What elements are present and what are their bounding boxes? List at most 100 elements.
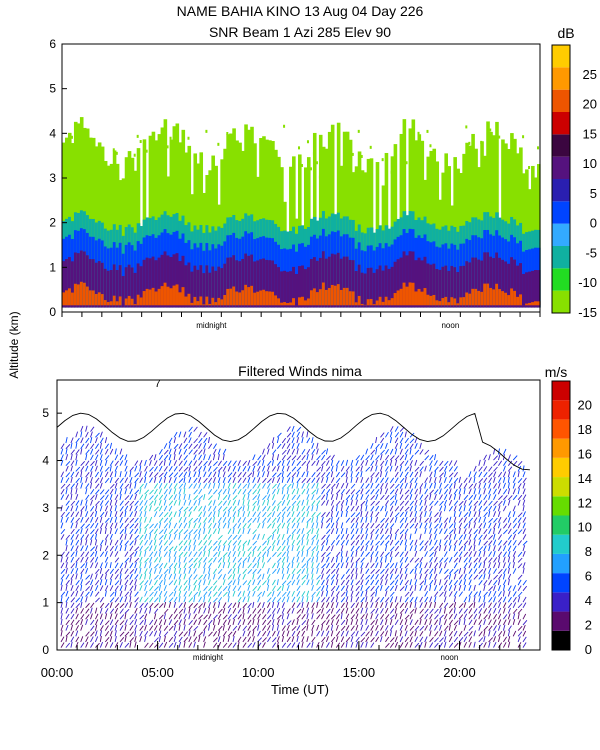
wind-barb xyxy=(478,482,481,489)
wind-barb xyxy=(444,625,449,631)
wind-barb xyxy=(301,454,306,461)
wind-barb xyxy=(414,499,418,506)
wind-barb xyxy=(444,528,448,535)
wind-barb xyxy=(227,602,233,609)
wind-barb xyxy=(119,522,124,529)
wind-barb xyxy=(497,505,501,512)
chart-subtitle: SNR Beam 1 Azi 285 Elev 90 xyxy=(209,24,391,40)
wind-barb xyxy=(198,636,201,642)
wind-barb xyxy=(178,454,183,461)
wind-barb xyxy=(306,505,310,512)
wind-barb xyxy=(178,533,181,540)
snr-column-cell xyxy=(471,288,475,306)
wind-barb xyxy=(154,494,159,501)
wind-barb xyxy=(163,483,168,489)
wind-barb xyxy=(70,591,75,597)
wind-barb xyxy=(389,459,393,466)
wind-barb xyxy=(173,579,178,586)
wind-barb xyxy=(350,545,355,552)
wind-barb xyxy=(335,601,339,608)
wind-barb xyxy=(85,437,90,444)
wind-barb xyxy=(330,522,335,529)
wind-barb xyxy=(286,534,292,540)
wind-barb xyxy=(448,556,453,563)
wind-barb xyxy=(512,529,518,535)
wind-barb xyxy=(99,505,103,512)
wind-barb xyxy=(512,545,517,552)
wind-barb xyxy=(316,495,322,501)
wind-barb xyxy=(94,505,98,512)
wind-barb xyxy=(488,562,491,569)
snr-column-cell xyxy=(501,259,505,308)
wind-barb xyxy=(409,500,415,506)
wind-barb xyxy=(188,625,193,631)
wind-barb xyxy=(488,630,491,637)
wind-barb xyxy=(350,476,353,483)
wind-barb xyxy=(173,443,179,449)
wind-barb xyxy=(380,602,384,608)
wind-barb xyxy=(266,494,271,500)
wind-barb xyxy=(458,488,462,495)
wind-barb xyxy=(109,625,114,631)
snr-column-cell xyxy=(381,270,386,308)
wind-barb xyxy=(94,522,99,529)
wind-barb xyxy=(306,511,310,518)
snr-speckle xyxy=(426,129,429,133)
wind-barb xyxy=(483,562,486,569)
wind-barb xyxy=(414,567,417,574)
wind-barb xyxy=(104,455,110,461)
wind-barb xyxy=(242,471,247,478)
wind-barb xyxy=(404,630,408,637)
wind-barb xyxy=(380,505,384,512)
wind-barb xyxy=(134,517,139,523)
wind-barb xyxy=(149,454,154,461)
wind-barb xyxy=(424,585,428,591)
wind-barb xyxy=(94,545,98,552)
wind-barb xyxy=(443,477,447,483)
wind-barb xyxy=(144,546,150,552)
wind-barb xyxy=(385,614,390,620)
wind-barb xyxy=(453,569,459,575)
snr-column-cell xyxy=(133,304,138,306)
wind-barb xyxy=(158,630,162,637)
wind-barb xyxy=(321,465,324,472)
wind-barb xyxy=(75,619,80,626)
wind-barb xyxy=(380,528,384,535)
wind-barb xyxy=(439,511,442,518)
wind-barb xyxy=(183,637,189,643)
wind-barb xyxy=(99,545,102,552)
wind-barb xyxy=(104,556,109,563)
snr-column-cell xyxy=(456,272,460,308)
wind-barb xyxy=(507,482,510,489)
wind-barb xyxy=(409,443,414,449)
wind-barb xyxy=(168,601,172,608)
wind-barb xyxy=(301,556,306,563)
wind-barb xyxy=(512,517,518,523)
wind-barb xyxy=(267,517,271,523)
wind-barb xyxy=(311,511,316,518)
wind-barb xyxy=(370,574,375,580)
wind-barb xyxy=(326,642,330,648)
wind-barb xyxy=(237,573,241,580)
wind-barb xyxy=(380,523,385,529)
wind-barb xyxy=(522,511,526,518)
wind-barb xyxy=(399,529,405,535)
wind-barb xyxy=(188,607,191,614)
wind-barb xyxy=(399,482,404,489)
wind-barb xyxy=(448,642,454,648)
wind-barb xyxy=(414,471,419,478)
wind-barb xyxy=(301,574,307,580)
wind-barb xyxy=(286,585,290,591)
wind-barb xyxy=(75,557,80,563)
wind-barb xyxy=(237,624,241,631)
wind-barb xyxy=(99,551,105,557)
wind-barb xyxy=(326,511,331,518)
wind-barb xyxy=(316,472,321,478)
snr-column-cell xyxy=(354,271,359,308)
wind-barb xyxy=(409,494,413,500)
snr-column-cell xyxy=(393,261,398,308)
wind-barb xyxy=(272,551,277,557)
wind-barb xyxy=(522,528,526,535)
wind-barb xyxy=(498,477,502,484)
wind-barb xyxy=(389,550,393,557)
